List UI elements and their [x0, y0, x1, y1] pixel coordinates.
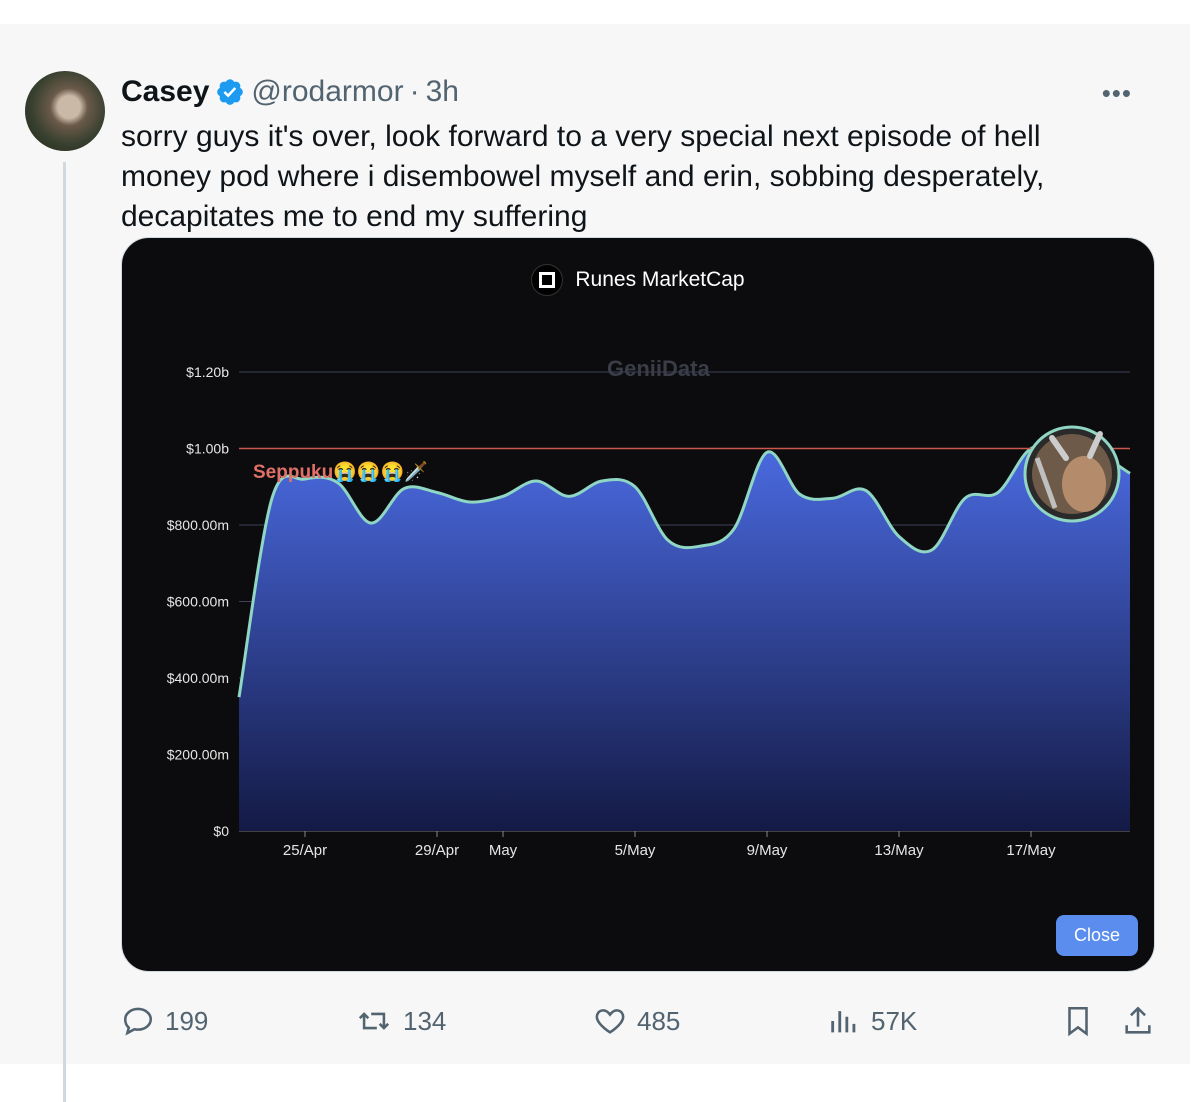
separator-dot: ·	[409, 75, 420, 108]
runes-logo-icon	[531, 264, 564, 296]
views-button[interactable]: 57K	[827, 1000, 917, 1042]
seppuku-annotation: Seppuku😭😭😭🗡️	[253, 460, 428, 483]
share-icon	[1125, 1006, 1151, 1034]
bookmark-icon	[1068, 1006, 1088, 1037]
x-tick-label: May	[489, 842, 518, 859]
media-card[interactable]: $0 $200.00m $400.00m $600.00m $800.00m $1.00b…	[121, 237, 1155, 972]
chart: $0 $200.00m $400.00m $600.00m $800.00m $1.00b…	[167, 356, 1131, 859]
x-tick-label: 9/May	[747, 842, 788, 859]
y-tick-label: $800.00m	[167, 517, 229, 533]
retweet-icon	[358, 1012, 390, 1030]
x-tick-label: 25/Apr	[283, 842, 327, 859]
author-name[interactable]: Casey	[121, 75, 210, 108]
y-tick-label: $400.00m	[167, 670, 229, 686]
views-icon	[831, 1011, 856, 1033]
avatar[interactable]	[25, 71, 105, 151]
chart-title: Runes MarketCap	[575, 268, 745, 291]
chart-title-row: Runes MarketCap	[122, 264, 1154, 296]
y-tick-label: $200.00m	[167, 747, 229, 763]
views-count: 57K	[871, 1005, 918, 1036]
y-tick-label: $1.20b	[186, 364, 229, 380]
like-count: 485	[637, 1005, 681, 1036]
y-tick-label: $1.00b	[186, 441, 229, 457]
author-handle[interactable]: @rodarmor	[251, 75, 404, 108]
share-button[interactable]	[1121, 1000, 1155, 1042]
more-options-icon[interactable]: •••	[1101, 78, 1132, 108]
tweet-header: Casey @rodarmor · 3h	[121, 74, 459, 110]
timestamp[interactable]: 3h	[425, 75, 459, 108]
close-button[interactable]: Close	[1056, 915, 1138, 956]
heart-icon	[595, 1009, 625, 1034]
reply-count: 199	[165, 1005, 209, 1036]
verified-icon	[217, 79, 244, 105]
tweet-text: sorry guys it's over, look forward to a …	[121, 120, 1045, 233]
watermark: GeniiData	[607, 356, 710, 381]
reply-button[interactable]: 199	[121, 1000, 208, 1042]
reply-icon	[123, 1007, 153, 1036]
tweet-actions: 199 134 485 57K	[121, 1000, 1161, 1042]
bookmark-button[interactable]	[1061, 1000, 1095, 1042]
y-tick-label: $0	[213, 823, 229, 839]
chart-series-line	[237, 445, 1131, 698]
x-tick-label: 5/May	[615, 842, 656, 859]
y-tick-label: $600.00m	[167, 594, 229, 610]
chart-area	[239, 446, 1130, 831]
retweet-button[interactable]: 134	[355, 1000, 446, 1042]
retweet-count: 134	[403, 1005, 447, 1036]
x-tick-label: 17/May	[1006, 842, 1056, 859]
x-tick-label: 29/Apr	[415, 842, 459, 859]
thread-line	[63, 162, 66, 1102]
like-button[interactable]: 485	[593, 1000, 680, 1042]
x-tick-label: 13/May	[874, 842, 924, 859]
sticker-avatar	[1023, 425, 1121, 523]
